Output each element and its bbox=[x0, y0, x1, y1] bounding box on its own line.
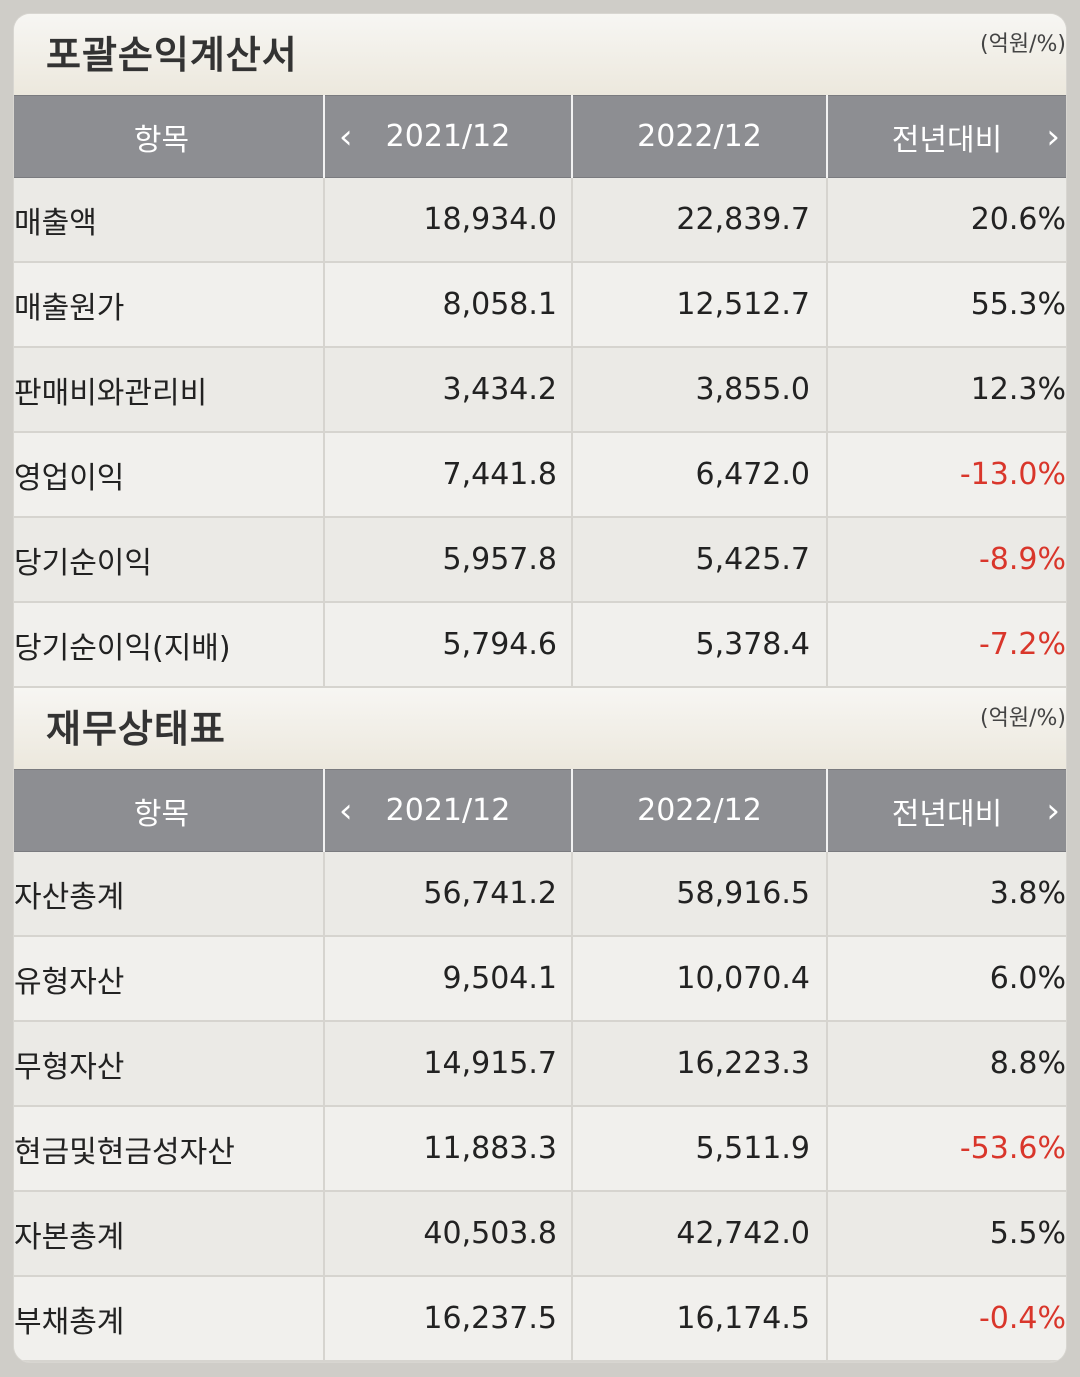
income-statement-title: 포괄손익계산서 bbox=[46, 33, 298, 77]
row-label: 매출액 bbox=[14, 177, 325, 263]
row-label: 당기순이익 bbox=[14, 517, 325, 603]
value-2021: 5,957.8 bbox=[324, 517, 573, 603]
column-header-yoy: 전년대비 › bbox=[827, 769, 1066, 852]
value-2022: 22,839.7 bbox=[572, 177, 828, 263]
table-row: 자본총계 40,503.8 42,742.0 5.5% bbox=[14, 1191, 1066, 1277]
balance-sheet-title: 재무상태표 bbox=[46, 707, 226, 751]
row-label: 부채총계 bbox=[14, 1276, 325, 1362]
value-2022: 16,223.3 bbox=[572, 1021, 828, 1107]
income-header-row: 항목 ‹ 2021/12 2022/12 전년대비 › bbox=[14, 95, 1066, 178]
value-2021: 7,441.8 bbox=[324, 432, 573, 518]
row-label: 매출원가 bbox=[14, 262, 325, 348]
value-2022: 16,174.5 bbox=[572, 1276, 828, 1362]
value-2021: 11,883.3 bbox=[324, 1106, 573, 1192]
column-header-yoy: 전년대비 › bbox=[827, 95, 1066, 178]
value-2021: 9,504.1 bbox=[324, 936, 573, 1022]
chevron-left-icon[interactable]: ‹ bbox=[339, 116, 353, 157]
chevron-right-icon[interactable]: › bbox=[1046, 116, 1060, 157]
value-2021: 8,058.1 bbox=[324, 262, 573, 348]
value-yoy: -8.9% bbox=[827, 517, 1066, 603]
value-2022: 5,425.7 bbox=[572, 517, 828, 603]
value-2022: 42,742.0 bbox=[572, 1191, 828, 1277]
value-yoy: -13.0% bbox=[827, 432, 1066, 518]
column-header-yoy-label: 전년대비 bbox=[891, 796, 1003, 832]
row-label: 자산총계 bbox=[14, 851, 325, 937]
balance-sheet-table: 항목 ‹ 2021/12 2022/12 전년대비 › 자산총계 56,741.2… bbox=[14, 769, 1066, 1362]
value-2021: 18,934.0 bbox=[324, 177, 573, 263]
table-row: 매출액 18,934.0 22,839.7 20.6% bbox=[14, 177, 1066, 263]
value-2021: 14,915.7 bbox=[324, 1021, 573, 1107]
column-header-2021-label: 2021/12 bbox=[385, 793, 511, 828]
column-header-2022: 2022/12 bbox=[572, 769, 828, 852]
table-row: 당기순이익 5,957.8 5,425.7 -8.9% bbox=[14, 517, 1066, 603]
column-header-2021-label: 2021/12 bbox=[385, 119, 511, 154]
column-header-2021: ‹ 2021/12 bbox=[324, 769, 573, 852]
column-header-item: 항목 bbox=[14, 769, 325, 852]
income-statement-table: 항목 ‹ 2021/12 2022/12 전년대비 › 매출액 18,934.0 2… bbox=[14, 95, 1066, 688]
row-label: 판매비와관리비 bbox=[14, 347, 325, 433]
value-2022: 5,511.9 bbox=[572, 1106, 828, 1192]
table-row: 영업이익 7,441.8 6,472.0 -13.0% bbox=[14, 432, 1066, 518]
value-2021: 16,237.5 bbox=[324, 1276, 573, 1362]
value-yoy: 20.6% bbox=[827, 177, 1066, 263]
value-yoy: 6.0% bbox=[827, 936, 1066, 1022]
value-yoy: 12.3% bbox=[827, 347, 1066, 433]
value-2021: 3,434.2 bbox=[324, 347, 573, 433]
table-row: 유형자산 9,504.1 10,070.4 6.0% bbox=[14, 936, 1066, 1022]
value-2022: 5,378.4 bbox=[572, 602, 828, 688]
table-row: 부채총계 16,237.5 16,174.5 -0.4% bbox=[14, 1276, 1066, 1362]
value-2022: 10,070.4 bbox=[572, 936, 828, 1022]
value-2022: 3,855.0 bbox=[572, 347, 828, 433]
row-label: 유형자산 bbox=[14, 936, 325, 1022]
value-2021: 5,794.6 bbox=[324, 602, 573, 688]
table-row: 현금및현금성자산 11,883.3 5,511.9 -53.6% bbox=[14, 1106, 1066, 1192]
value-yoy: 5.5% bbox=[827, 1191, 1066, 1277]
value-2021: 40,503.8 bbox=[324, 1191, 573, 1277]
table-row: 무형자산 14,915.7 16,223.3 8.8% bbox=[14, 1021, 1066, 1107]
chevron-right-icon[interactable]: › bbox=[1046, 790, 1060, 831]
value-yoy: 3.8% bbox=[827, 851, 1066, 937]
value-2022: 58,916.5 bbox=[572, 851, 828, 937]
financial-summary-panel: 포괄손익계산서 (억원/%) 항목 ‹ 2021/12 2022/12 전년대비… bbox=[14, 14, 1066, 1362]
column-header-item: 항목 bbox=[14, 95, 325, 178]
column-header-2021: ‹ 2021/12 bbox=[324, 95, 573, 178]
column-header-yoy-label: 전년대비 bbox=[891, 122, 1003, 158]
chevron-left-icon[interactable]: ‹ bbox=[339, 790, 353, 831]
value-yoy: 55.3% bbox=[827, 262, 1066, 348]
table-row: 매출원가 8,058.1 12,512.7 55.3% bbox=[14, 262, 1066, 348]
balance-header-row: 항목 ‹ 2021/12 2022/12 전년대비 › bbox=[14, 769, 1066, 852]
income-unit-label: (억원/%) bbox=[980, 32, 1066, 57]
row-label: 당기순이익(지배) bbox=[14, 602, 325, 688]
table-row: 자산총계 56,741.2 58,916.5 3.8% bbox=[14, 851, 1066, 937]
row-label: 자본총계 bbox=[14, 1191, 325, 1277]
balance-sheet-header: 재무상태표 (억원/%) bbox=[14, 688, 1066, 769]
income-statement-header: 포괄손익계산서 (억원/%) bbox=[14, 14, 1066, 95]
balance-unit-label: (억원/%) bbox=[980, 706, 1066, 731]
table-row: 당기순이익(지배) 5,794.6 5,378.4 -7.2% bbox=[14, 602, 1066, 688]
value-2022: 12,512.7 bbox=[572, 262, 828, 348]
value-2022: 6,472.0 bbox=[572, 432, 828, 518]
row-label: 영업이익 bbox=[14, 432, 325, 518]
row-label: 현금및현금성자산 bbox=[14, 1106, 325, 1192]
value-yoy: -7.2% bbox=[827, 602, 1066, 688]
table-row: 판매비와관리비 3,434.2 3,855.0 12.3% bbox=[14, 347, 1066, 433]
value-yoy: -0.4% bbox=[827, 1276, 1066, 1362]
column-header-2022: 2022/12 bbox=[572, 95, 828, 178]
row-label: 무형자산 bbox=[14, 1021, 325, 1107]
value-yoy: -53.6% bbox=[827, 1106, 1066, 1192]
value-yoy: 8.8% bbox=[827, 1021, 1066, 1107]
value-2021: 56,741.2 bbox=[324, 851, 573, 937]
